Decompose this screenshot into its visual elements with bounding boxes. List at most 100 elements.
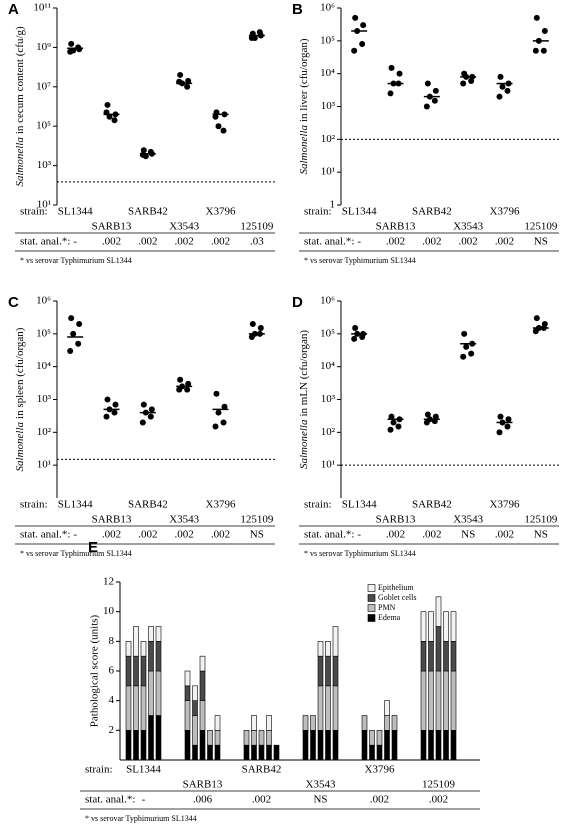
stat-value: .002 (175, 529, 194, 541)
bar-segment (258, 730, 265, 746)
y-tick-label: 6 (109, 665, 115, 677)
y-tick-label: 10² (321, 133, 336, 145)
y-axis-title-rest: in cecum content (cfu/g) (14, 26, 26, 134)
strain-label: strain: (20, 499, 48, 511)
y-axis-title: Salmonella in cecum content (cfu/g) (14, 26, 26, 187)
stat-value: .002 (429, 794, 448, 806)
bar-segment (214, 730, 221, 746)
y-tick-label: 10¹ (321, 459, 335, 471)
y-tick-label: 10¹ (37, 199, 51, 211)
data-point (496, 429, 503, 436)
data-point (213, 390, 220, 397)
strain-name: SL1344 (342, 206, 377, 218)
bar-segment (332, 655, 339, 687)
bar-segment (207, 730, 213, 746)
y-tick-label: 10² (321, 426, 336, 438)
strain-name: 125109 (422, 779, 456, 791)
bar-segment (133, 730, 139, 761)
bar-segment (420, 730, 427, 761)
bar-segment (148, 670, 154, 716)
bar-segment (214, 715, 221, 731)
data-point (257, 325, 264, 332)
bar-segment (317, 641, 324, 657)
data-point (497, 413, 504, 420)
data-point (147, 413, 154, 420)
legend-label: Epithelium (378, 583, 414, 592)
stat-value: - (73, 236, 77, 248)
bar-segment (325, 730, 331, 761)
chart-panel: A Salmonella in cecum content (cfu/g) 10¹ 10… (8, 1, 275, 265)
data-point (184, 83, 191, 90)
bar-segment (428, 611, 434, 642)
y-tick-label: 12 (103, 576, 114, 588)
bar-segment (428, 641, 434, 672)
bar-segment (310, 730, 316, 761)
chart-panel: C Salmonella in spleen (cfu/organ) 10¹ 10² 10… (8, 294, 275, 558)
bar-segment (361, 715, 368, 731)
data-point (140, 147, 147, 154)
stat-label: stat. anal.*: (304, 236, 354, 248)
data-point (468, 350, 475, 357)
data-point (461, 330, 468, 337)
bar-segment (199, 700, 206, 731)
bar-segment (258, 744, 265, 761)
chart-panel: D Salmonella in mLN (cfu/organ) 10¹ 10² 10³ 10… (292, 294, 559, 558)
bar-segment (325, 641, 331, 657)
stat-value: .002 (102, 236, 121, 248)
stat-value: .002 (386, 529, 405, 541)
strain-name: 125109 (524, 514, 558, 526)
data-point (432, 87, 439, 94)
data-point (104, 396, 111, 403)
y-axis-title: Pathological score (units) (89, 614, 101, 727)
stat-value: .006 (193, 794, 213, 806)
legend-swatch (367, 614, 376, 622)
data-point (423, 103, 430, 110)
strain-name: X3543 (453, 221, 483, 233)
y-tick-label: 10³ (321, 393, 336, 405)
data-point (424, 411, 431, 418)
bar-segment (420, 611, 427, 642)
strain-name: SL1344 (342, 499, 377, 511)
y-tick-label: 10⁶ (320, 2, 335, 14)
chart-panel: E Pathological score (units) 2 4 6 8 10 12 Epith… (80, 539, 480, 823)
data-point (68, 40, 75, 47)
bar-segment (310, 715, 316, 731)
y-tick-label: 10³ (37, 159, 52, 171)
stat-value: - (73, 529, 77, 541)
data-point (387, 426, 394, 433)
footnote: * vs serovar Typhimurium SL1344 (20, 549, 132, 558)
data-point (212, 113, 219, 120)
data-point (139, 419, 146, 426)
data-point (388, 413, 395, 420)
data-point (75, 340, 82, 347)
bar-segment (391, 715, 398, 731)
strain-name: X3796 (365, 764, 395, 776)
strain-name: X3796 (206, 206, 236, 218)
bar-segment (192, 700, 198, 716)
stat-value: .002 (211, 236, 230, 248)
data-point (67, 348, 74, 355)
bar-segment (420, 641, 427, 672)
stat-value: .002 (422, 236, 441, 248)
strain-name: SARB13 (183, 779, 223, 791)
bar-segment (199, 670, 206, 701)
data-point (249, 320, 256, 327)
y-tick-label: 10⁵ (36, 327, 51, 339)
data-point (70, 330, 77, 337)
bar-segment (435, 596, 442, 627)
strain-name: 125109 (240, 514, 274, 526)
y-tick-label: 10⁹ (36, 41, 51, 53)
data-point (496, 93, 503, 100)
bar-segment (443, 641, 449, 672)
y-tick-label: 10⁴ (36, 360, 51, 372)
y-tick-label: 10¹¹ (33, 2, 51, 14)
bar-segment (369, 744, 375, 761)
strain-label: strain: (85, 764, 113, 776)
strain-name: SARB13 (376, 514, 416, 526)
data-point (460, 353, 467, 360)
y-tick-label: 10⁶ (36, 295, 51, 307)
data-point (352, 325, 359, 332)
strain-name: SARB42 (412, 499, 452, 511)
bar-segment (125, 730, 132, 761)
stat-value: NS (534, 236, 548, 248)
